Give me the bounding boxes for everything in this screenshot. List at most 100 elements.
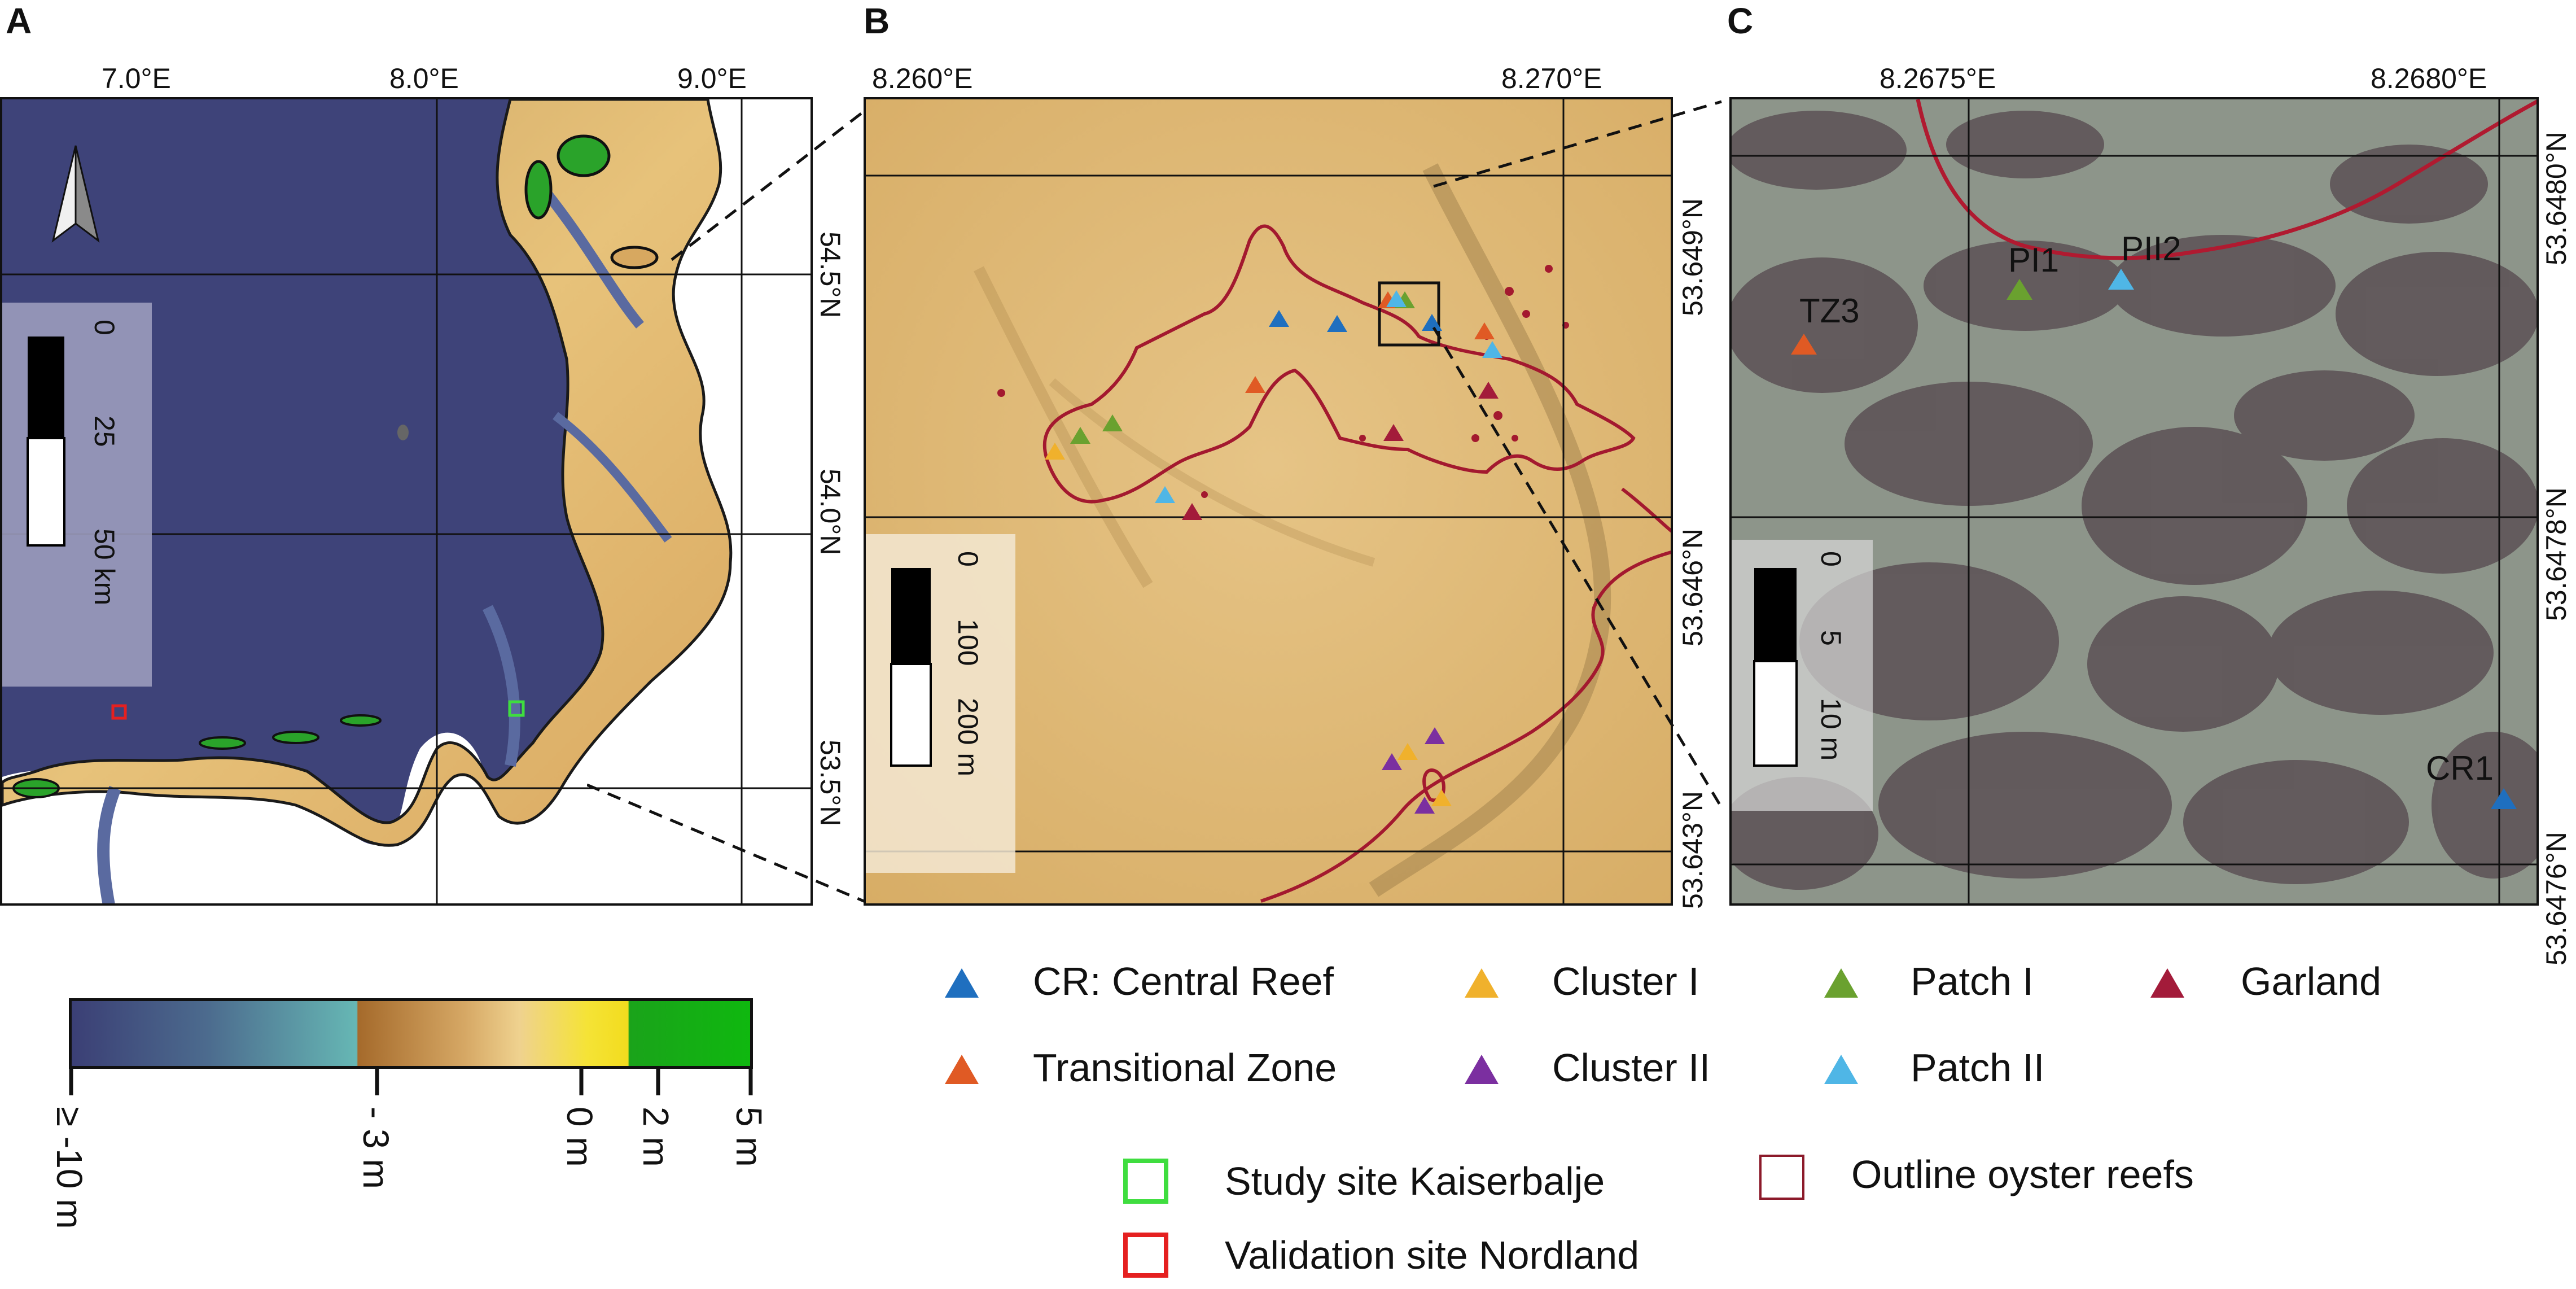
patch-i-marker	[1070, 427, 1090, 444]
panel-c-lat-tick: 53.6476°N	[2540, 832, 2572, 965]
panel-c-lat-tick: 53.6480°N	[2540, 132, 2572, 265]
colorbar-tick-label: 5 m	[729, 1107, 769, 1167]
panel-c-map: TZ3 PI1 PII2 CR1 0 5 10 m	[1729, 97, 2539, 906]
point-label-pi1: PI1	[2008, 241, 2060, 279]
patch-ii-marker	[1155, 486, 1175, 503]
panel-a-lon-tick: 7.0°E	[102, 63, 171, 94]
legend-label-central-reef: CR: Central Reef	[1033, 959, 1334, 1003]
transitional-zone-marker	[1245, 376, 1265, 393]
central-reef-marker	[1422, 314, 1442, 331]
cluster-i-marker	[1397, 743, 1418, 760]
validation-site-marker	[111, 704, 127, 720]
oyster-reef-outline	[1260, 550, 1671, 903]
tidal-channel	[483, 605, 520, 767]
panel-a-scale-label: 0	[89, 320, 120, 335]
legend-label-patch-ii: Patch II	[1911, 1046, 2045, 1090]
pi1-marker	[2007, 279, 2032, 300]
legend-label-outline: Outline oyster reefs	[1851, 1152, 2194, 1196]
study-site-marker	[508, 700, 525, 717]
legend-study-site-swatch	[1123, 1159, 1168, 1204]
colorbar-ticks	[69, 1067, 753, 1095]
legend-marker-patch-ii	[1824, 1055, 1858, 1084]
panel-a-lon-tick: 9.0°E	[677, 63, 747, 94]
panel-c-scale-label: 5	[1815, 630, 1847, 646]
colorbar-tick-label: 2 m	[636, 1107, 676, 1167]
panel-c-scale-label: 10 m	[1815, 698, 1847, 761]
cluster-i-marker	[1431, 789, 1452, 806]
legend-label-cluster-i: Cluster I	[1552, 959, 1699, 1003]
panel-b-scale-label: 0	[952, 551, 984, 567]
panel-b-letter: B	[864, 1, 890, 41]
panel-c-map-canvas	[1732, 99, 2536, 903]
panel-c-lat-tick: 53.6478°N	[2540, 487, 2572, 621]
patch-ii-marker	[1482, 341, 1502, 358]
tidal-channel	[540, 186, 644, 329]
sample-points	[1045, 290, 1502, 814]
oyster-reef-outline	[1621, 487, 1671, 533]
colorbar-tick-label: ≥ -10 m	[49, 1107, 90, 1229]
panel-b-lon-tick: 8.260°E	[872, 63, 973, 94]
transitional-zone-marker	[1474, 322, 1495, 339]
oyster-reef-outline	[1042, 224, 1636, 504]
colorbar-tick-label: - 3 m	[356, 1107, 396, 1189]
scale-bar-box	[2, 303, 152, 687]
cluster-ii-marker	[1414, 797, 1435, 814]
legend-marker-central-reef	[945, 968, 979, 998]
cluster-ii-marker	[1382, 753, 1402, 770]
cr1-marker	[2491, 788, 2517, 809]
legend-label-cluster-ii: Cluster II	[1552, 1046, 1711, 1090]
scale-bar-white	[890, 663, 932, 767]
scale-bar-black	[1754, 568, 1797, 661]
panel-c-scale-label: 0	[1815, 551, 1847, 567]
scale-bar-box	[866, 534, 1015, 873]
island	[557, 134, 611, 177]
panel-a-map-canvas	[2, 99, 811, 903]
scale-bar-black	[28, 337, 64, 438]
panel-a-map: 0 25 50 km	[0, 97, 813, 906]
panel-b-map: 0 100 200 m	[864, 97, 1673, 906]
legend-marker-garland	[2150, 968, 2184, 998]
north-arrow-icon	[51, 145, 100, 243]
island	[199, 736, 246, 750]
colorbar-tick-label: 0 m	[559, 1107, 600, 1167]
channel-shadow	[1049, 378, 1375, 567]
island	[340, 714, 382, 727]
legend-marker-cluster-ii	[1465, 1055, 1499, 1084]
island	[272, 731, 319, 744]
cluster-ii-marker	[1425, 727, 1445, 744]
central-reef-marker	[1327, 315, 1347, 332]
garland-marker	[1478, 382, 1499, 399]
legend-outline-swatch	[1759, 1155, 1804, 1200]
scale-bar-white	[27, 437, 65, 547]
legend-label-transitional-zone: Transitional Zone	[1033, 1046, 1337, 1090]
point-label-tz3: TZ3	[1799, 292, 1860, 330]
panel-a-scale-label: 50 km	[89, 528, 120, 606]
garland-marker	[1383, 424, 1404, 441]
legend-label-validation-site: Validation site Nordland	[1225, 1233, 1640, 1277]
legend-marker-transitional-zone	[945, 1055, 979, 1084]
legend-label-garland: Garland	[2241, 959, 2382, 1003]
island	[397, 425, 409, 440]
panel-c-lon-tick: 8.2675°E	[1880, 63, 1996, 94]
panel-a-lon-tick: 8.0°E	[389, 63, 459, 94]
zoom-lines-b-c	[1432, 100, 1723, 809]
scale-bar-box	[1732, 540, 1873, 811]
elevation-colorbar	[69, 998, 753, 1069]
panel-a-letter: A	[6, 1, 32, 41]
panel-b-grid	[866, 99, 1671, 903]
patch-ii-marker	[1386, 290, 1407, 307]
patch-i-marker	[1102, 414, 1123, 431]
panel-b-lon-tick: 8.270°E	[1501, 63, 1602, 94]
scale-bar-white	[1753, 660, 1798, 767]
legend-marker-patch-i	[1824, 968, 1858, 998]
island	[524, 160, 553, 220]
panel-c-grid	[1732, 99, 2536, 903]
legend-marker-cluster-i	[1465, 968, 1499, 998]
legend-label-patch-i: Patch I	[1911, 959, 2034, 1003]
scale-bar-black	[891, 568, 931, 664]
legend-validation-site-swatch	[1123, 1233, 1168, 1278]
tz3-marker	[1791, 334, 1817, 355]
panel-c-lon-tick: 8.2680°E	[2371, 63, 2487, 94]
zoom-lines-a-b	[587, 106, 870, 905]
pii2-marker	[2108, 269, 2134, 290]
